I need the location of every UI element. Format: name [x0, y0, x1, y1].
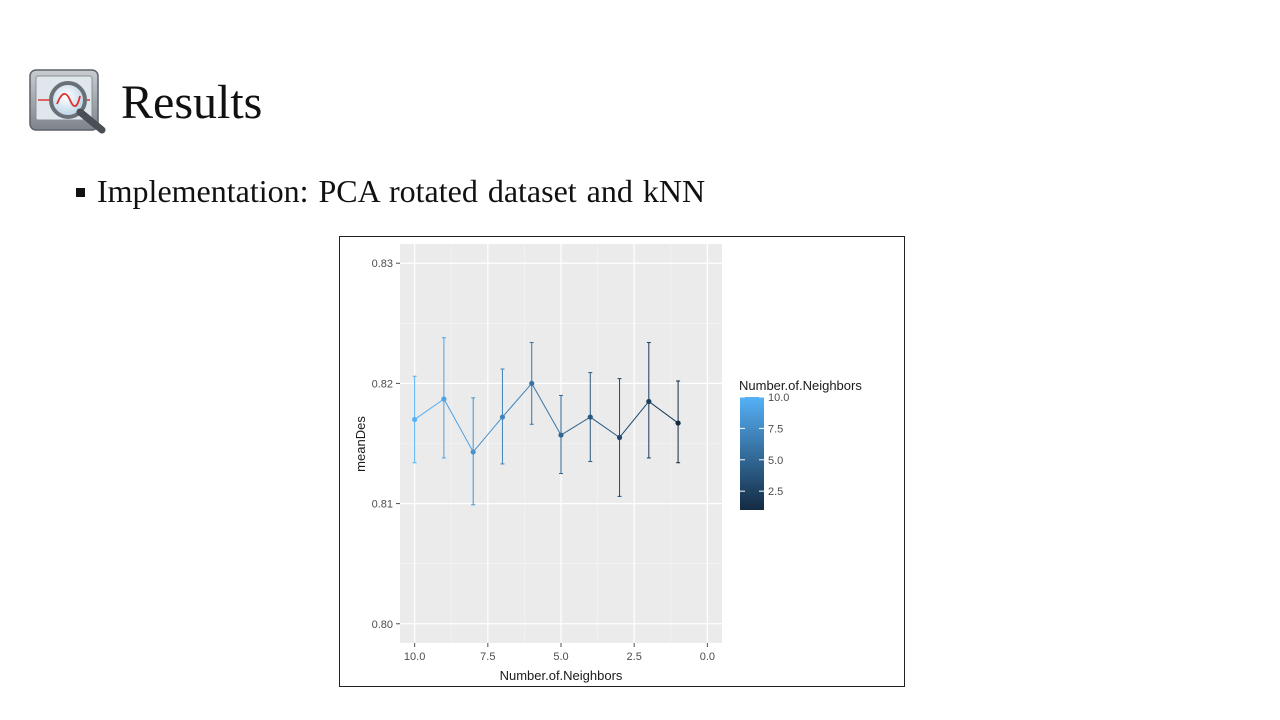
- data-series: [412, 337, 681, 506]
- series-line-segment: [589, 416, 620, 438]
- data-point: [499, 414, 506, 420]
- x-axis-title: Number.of.Neighbors: [500, 668, 623, 683]
- legend-colorbar: [740, 397, 764, 510]
- x-tick-label: 7.5: [480, 651, 495, 663]
- legend-label: 2.5: [768, 486, 783, 498]
- bullet-point: Implementation: PCA rotated dataset and …: [76, 169, 705, 213]
- axis-ticks: 0.80 0.81 0.82 0.83 10.0 7.5 5.0 2.5 0.0: [372, 258, 715, 663]
- legend-title: Number.of.Neighbors: [739, 378, 862, 393]
- data-point: [587, 414, 593, 420]
- data-point: [675, 420, 681, 426]
- legend-label: 10.0: [768, 392, 789, 404]
- slide-title: Results: [121, 76, 263, 129]
- y-tick-label: 0.82: [372, 378, 393, 390]
- chart-svg: 0.80 0.81 0.82 0.83 10.0 7.5 5.0 2.5 0.0 Number.…: [353, 244, 862, 683]
- series-line-segment: [443, 398, 474, 453]
- data-point: [646, 398, 652, 405]
- magnifier-chart-icon: [29, 69, 106, 134]
- y-tick-label: 0.83: [372, 258, 393, 270]
- data-point: [470, 449, 476, 455]
- x-tick-label: 10.0: [404, 651, 425, 663]
- series-line-segment: [531, 383, 562, 436]
- series-line-segment: [648, 401, 679, 424]
- y-tick-label: 0.81: [372, 499, 393, 511]
- bullet-square-icon: [76, 187, 85, 197]
- y-tick-label: 0.80: [372, 619, 393, 631]
- chart-frame: 0.80 0.81 0.82 0.83 10.0 7.5 5.0 2.5 0.0 Number.…: [339, 236, 905, 687]
- data-point: [616, 434, 623, 441]
- series-line-segment: [414, 398, 445, 420]
- series-line-segment: [472, 416, 503, 453]
- data-point: [529, 380, 535, 387]
- x-tick-label: 0.0: [700, 651, 715, 663]
- data-point: [558, 432, 564, 438]
- series-line-segment: [619, 401, 650, 438]
- y-axis-title: meanDes: [353, 416, 368, 472]
- data-point: [412, 416, 418, 423]
- legend-label: 5.0: [768, 455, 783, 467]
- x-tick-label: 2.5: [627, 651, 642, 663]
- x-tick-label: 5.0: [553, 651, 568, 663]
- legend: Number.of.Neighbors 10.0 7.5 5.0 2.5: [739, 378, 862, 510]
- series-line-segment: [560, 416, 591, 436]
- grid-lines: [400, 244, 722, 643]
- data-point: [441, 396, 447, 402]
- series-line-segment: [502, 383, 533, 418]
- legend-label: 7.5: [768, 423, 783, 435]
- bullet-text: Implementation: PCA rotated dataset and …: [97, 172, 706, 209]
